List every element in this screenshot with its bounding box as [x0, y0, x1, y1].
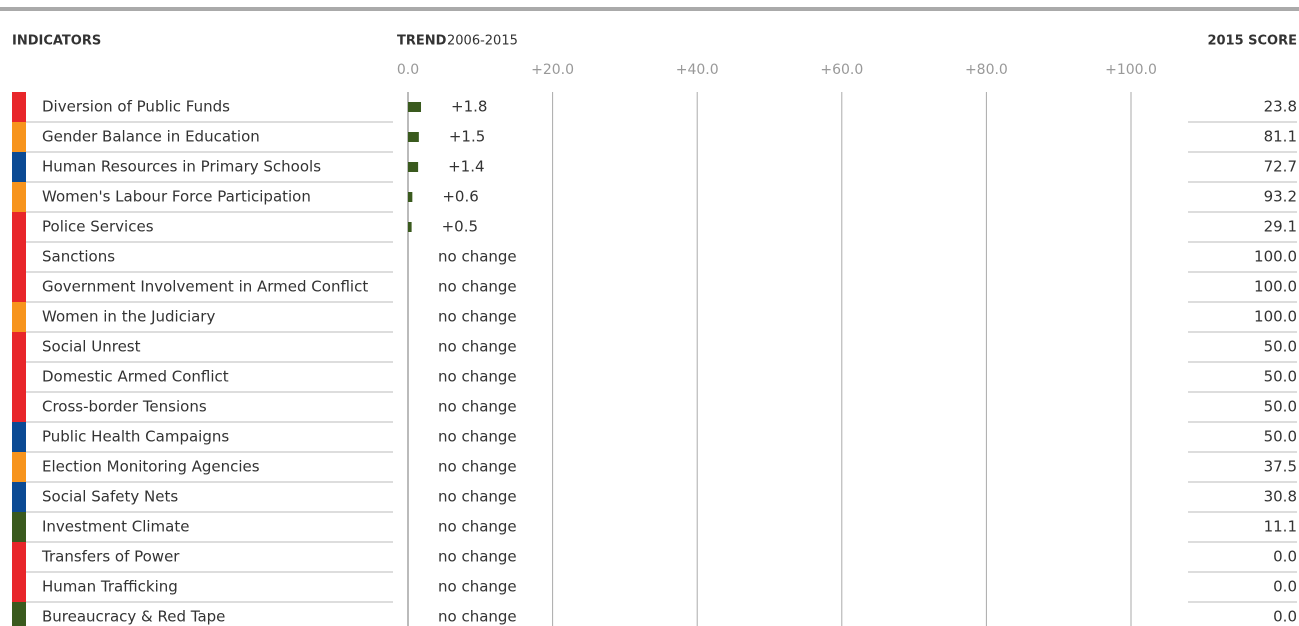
- category-label: Gender Balance in Education: [42, 128, 260, 146]
- score-label: 100.0: [1254, 248, 1297, 266]
- value-label: no change: [438, 428, 517, 446]
- header-trend-range: 2006-2015: [447, 34, 518, 49]
- value-label: no change: [438, 248, 517, 266]
- bar: [408, 222, 412, 232]
- x-tick-label: +100.0: [1105, 62, 1157, 78]
- header-trend: TREND: [397, 34, 447, 49]
- value-label: no change: [438, 518, 517, 536]
- bar: [408, 132, 419, 142]
- category-color: [12, 302, 26, 332]
- category-color: [12, 482, 26, 512]
- bar: [408, 102, 422, 112]
- header-indicators: INDICATORS: [12, 34, 101, 49]
- score-label: 11.1: [1264, 518, 1297, 536]
- category-label: Human Trafficking: [42, 578, 178, 596]
- bar: [408, 192, 413, 202]
- category-color: [12, 452, 26, 482]
- category-label: Government Involvement in Armed Conflict: [42, 278, 368, 296]
- score-label: 23.8: [1264, 98, 1297, 116]
- score-label: 81.1: [1264, 128, 1297, 146]
- score-label: 50.0: [1264, 368, 1297, 386]
- score-label: 0.0: [1273, 578, 1297, 596]
- score-label: 0.0: [1273, 608, 1297, 626]
- score-label: 100.0: [1254, 308, 1297, 326]
- header-score: 2015 SCORE: [1207, 34, 1297, 49]
- score-label: 50.0: [1264, 428, 1297, 446]
- score-label: 50.0: [1264, 338, 1297, 356]
- value-label: +1.4: [448, 158, 484, 176]
- value-label: +0.5: [442, 218, 478, 236]
- value-label: no change: [438, 398, 517, 416]
- category-label: Social Unrest: [42, 338, 141, 356]
- score-label: 50.0: [1264, 398, 1297, 416]
- value-label: +1.5: [449, 128, 485, 146]
- score-label: 93.2: [1264, 188, 1297, 206]
- value-label: no change: [438, 308, 517, 326]
- value-label: no change: [438, 458, 517, 476]
- score-label: 100.0: [1254, 278, 1297, 296]
- top-rule: [0, 7, 1299, 11]
- x-tick-label: +60.0: [820, 62, 863, 78]
- category-color: [12, 542, 26, 572]
- value-label: no change: [438, 488, 517, 506]
- x-tick-label: 0.0: [397, 62, 419, 78]
- category-label: Sanctions: [42, 248, 115, 266]
- category-color: [12, 422, 26, 452]
- score-label: 37.5: [1264, 458, 1297, 476]
- value-label: no change: [438, 608, 517, 626]
- category-label: Investment Climate: [42, 518, 189, 536]
- category-label: Cross-border Tensions: [42, 398, 207, 416]
- category-color: [12, 272, 26, 302]
- category-color: [12, 212, 26, 242]
- category-color: [12, 92, 26, 122]
- category-color: [12, 572, 26, 602]
- category-color: [12, 332, 26, 362]
- category-label: Social Safety Nets: [42, 488, 178, 506]
- value-label: no change: [438, 278, 517, 296]
- category-color: [12, 602, 26, 626]
- category-color: [12, 152, 26, 182]
- value-label: no change: [438, 578, 517, 596]
- score-label: 0.0: [1273, 548, 1297, 566]
- category-label: Human Resources in Primary Schools: [42, 158, 321, 176]
- category-label: Transfers of Power: [41, 548, 180, 566]
- category-label: Domestic Armed Conflict: [42, 368, 229, 386]
- value-label: no change: [438, 368, 517, 386]
- category-label: Bureaucracy & Red Tape: [42, 608, 225, 626]
- category-color: [12, 182, 26, 212]
- category-color: [12, 242, 26, 272]
- value-label: +0.6: [442, 188, 478, 206]
- x-tick-label: +20.0: [531, 62, 574, 78]
- category-label: Women's Labour Force Participation: [42, 188, 311, 206]
- x-tick-label: +80.0: [965, 62, 1008, 78]
- category-color: [12, 392, 26, 422]
- score-label: 29.1: [1264, 218, 1297, 236]
- category-color: [12, 512, 26, 542]
- category-label: Election Monitoring Agencies: [42, 458, 260, 476]
- category-label: Diversion of Public Funds: [42, 98, 230, 116]
- score-label: 30.8: [1264, 488, 1297, 506]
- category-color: [12, 362, 26, 392]
- bar: [408, 162, 419, 172]
- value-label: no change: [438, 338, 517, 356]
- category-color: [12, 122, 26, 152]
- value-label: no change: [438, 548, 517, 566]
- score-label: 72.7: [1264, 158, 1297, 176]
- x-tick-label: +40.0: [676, 62, 719, 78]
- category-label: Police Services: [42, 218, 154, 236]
- value-label: +1.8: [451, 98, 487, 116]
- category-label: Women in the Judiciary: [42, 308, 215, 326]
- category-label: Public Health Campaigns: [42, 428, 229, 446]
